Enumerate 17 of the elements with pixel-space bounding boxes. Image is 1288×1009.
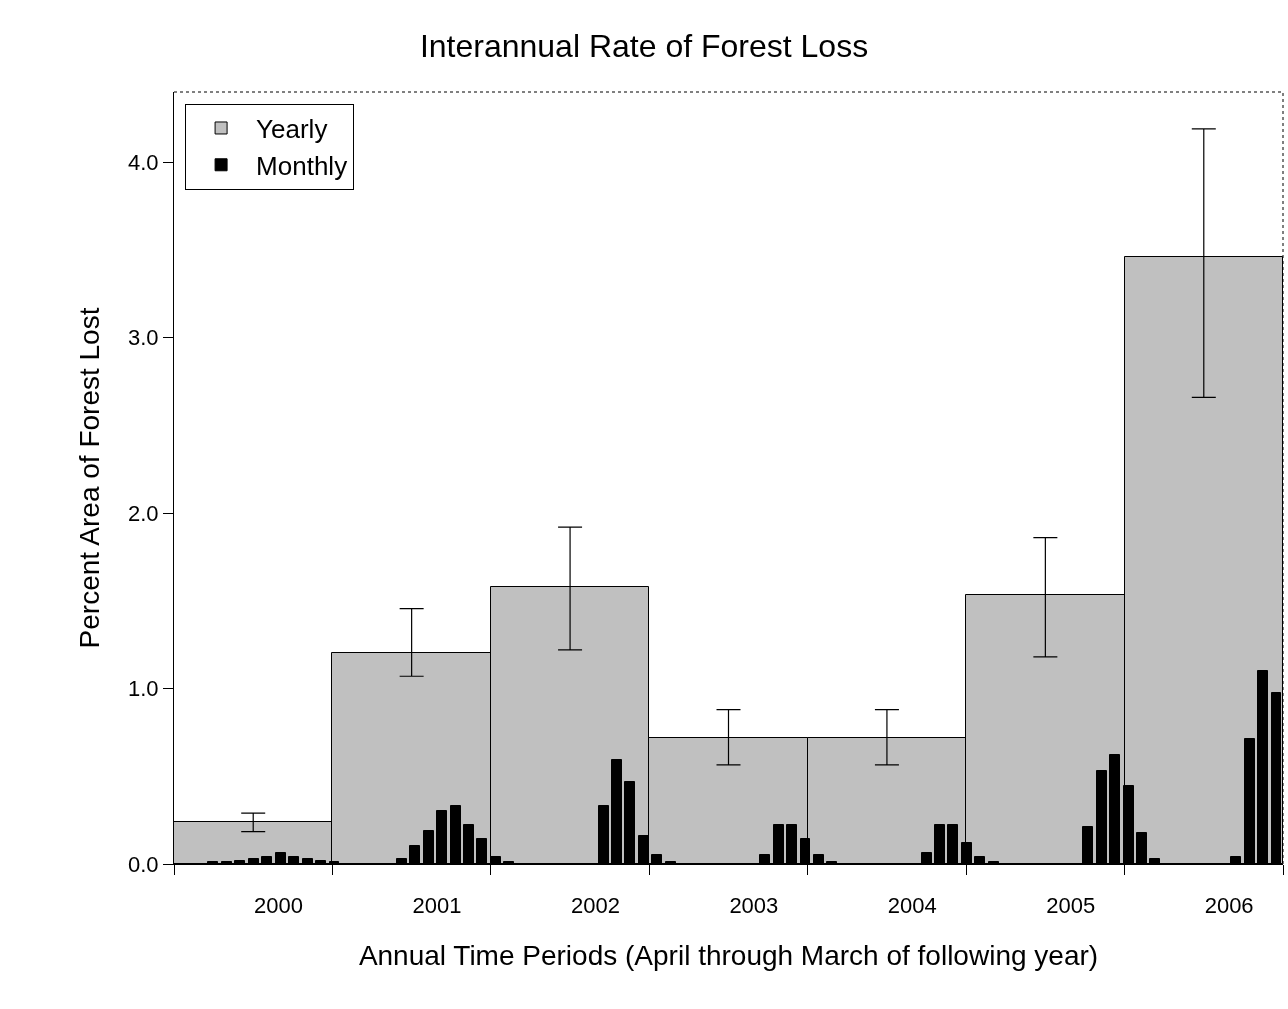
- y-tick-label: 0.0: [128, 851, 159, 877]
- x-tick-label: 2005: [1046, 893, 1096, 918]
- x-tick-label: 2003: [729, 893, 779, 918]
- legend-label: Yearly: [256, 114, 328, 145]
- y-tick-label: 1.0: [128, 676, 159, 702]
- y-tick-label: 3.0: [128, 325, 159, 351]
- x-tick-label: 2001: [412, 893, 462, 918]
- y-axis-title: Percent Area of Forest Lost: [73, 307, 105, 649]
- legend-label: Monthly: [256, 150, 348, 181]
- chart-title: Interannual Rate of Forest Loss: [419, 27, 869, 64]
- x-tick-label: 2006: [1204, 893, 1254, 918]
- y-tick-label: 4.0: [128, 149, 159, 175]
- x-axis-title: Annual Time Periods (April through March of following year): [358, 940, 1099, 972]
- x-tick-label: 2002: [570, 893, 620, 918]
- x-tick-label: 2004: [887, 893, 937, 918]
- x-tick-label: 2000: [254, 893, 304, 918]
- y-tick-label: 2.0: [128, 500, 159, 526]
